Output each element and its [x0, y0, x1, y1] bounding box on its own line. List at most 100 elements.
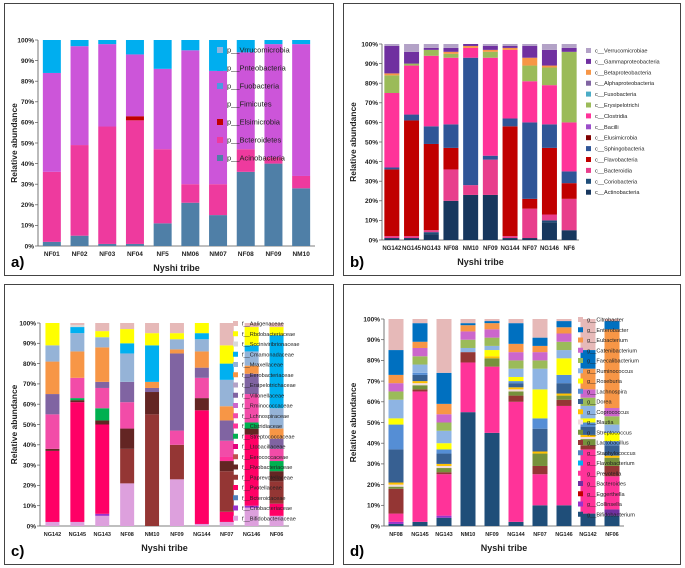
x-tick-label: NG143	[435, 532, 452, 538]
legend-swatch	[578, 450, 583, 456]
bar-segment	[541, 147, 557, 215]
bar-stack	[436, 319, 452, 526]
panel-label: c)	[11, 543, 24, 560]
bar-segment	[244, 394, 259, 423]
y-tick-label: 30%	[365, 179, 378, 186]
bar-segment	[522, 122, 538, 199]
legend-label: c__Bacilli	[595, 125, 619, 131]
bar-segment	[219, 345, 234, 364]
y-tick-label: 30%	[367, 461, 380, 468]
legend-label: g__Coprococcus	[587, 410, 629, 416]
legend-swatch	[578, 481, 583, 486]
y-tick-label: 90%	[365, 61, 378, 68]
bar-segment	[508, 389, 524, 392]
legend-swatch	[233, 413, 238, 419]
x-tick-label: NG143	[422, 246, 442, 252]
legend-swatch	[578, 511, 583, 517]
bar-segment	[70, 327, 85, 334]
bar-segment	[532, 505, 548, 526]
legend-swatch	[233, 444, 238, 449]
x-tick-label: NG145	[69, 532, 86, 538]
bar-stack	[443, 44, 459, 240]
bar-stack	[181, 40, 200, 246]
bar-segment	[436, 517, 452, 526]
bar-segment	[95, 347, 110, 382]
bar-segment	[561, 44, 577, 48]
bar-stack	[42, 40, 61, 246]
legend-label: c__Alphaproteobacteria	[595, 81, 655, 87]
legend-swatch	[578, 440, 583, 445]
x-tick-label: NF09	[483, 246, 498, 252]
legend-swatch	[578, 327, 583, 333]
legend-label: f__Streptococcaceae	[242, 434, 295, 440]
legend-swatch	[233, 392, 238, 398]
legend-label: g__Enterobacter	[587, 328, 628, 334]
legend-item: g__Coprococcus	[578, 409, 629, 416]
bar-segment	[508, 395, 524, 402]
bar-segment	[388, 418, 404, 425]
bar-stack	[484, 319, 500, 526]
bar-segment	[502, 47, 518, 50]
bar-segment	[604, 445, 620, 456]
bar-segment	[194, 333, 209, 340]
bar-segment	[181, 184, 200, 203]
legend-item: c__Bacilli	[586, 124, 619, 131]
legend-label: g__Streptococcus	[587, 430, 632, 436]
bar-segment	[556, 505, 572, 526]
bar-stack	[482, 44, 498, 240]
bar-segment	[556, 333, 572, 342]
bar-segment	[404, 44, 420, 52]
bar-segment	[98, 40, 117, 45]
bar-stack	[153, 40, 172, 246]
legend-swatch	[586, 69, 591, 75]
legend-swatch	[586, 48, 591, 53]
x-tick-label: NF04	[127, 251, 143, 258]
bar-segment	[423, 44, 439, 48]
legend-swatch	[233, 341, 238, 347]
bar-segment	[153, 223, 172, 246]
bar-segment	[70, 521, 85, 526]
bar-segment	[70, 325, 85, 328]
bar-segment	[388, 350, 404, 375]
bar-segment	[404, 63, 420, 66]
bar-segment	[153, 40, 172, 69]
legend-label: g__Bifidobacterium	[587, 512, 635, 518]
legend-swatch	[233, 485, 238, 490]
legend-swatch	[233, 423, 238, 429]
legend-item: p__Fimicutes	[217, 100, 272, 109]
legend-item: g__Prevotella	[578, 470, 622, 477]
bar-segment	[181, 202, 200, 246]
x-tick-label: NF09	[485, 532, 498, 538]
bar-segment	[404, 120, 420, 237]
legend-label: c__Betaproteobacteria	[595, 70, 652, 76]
bar-segment	[412, 356, 428, 365]
y-tick-label: 70%	[365, 100, 378, 107]
x-tick-label: NF09	[265, 251, 281, 258]
bar-segment	[219, 420, 234, 441]
legend-swatch	[586, 58, 591, 64]
legend-item: c__Verrucomicrobiae	[586, 48, 648, 55]
bar-segment	[219, 461, 234, 472]
bar-stack	[412, 319, 428, 526]
legend-swatch	[578, 378, 583, 384]
y-axis-title: Relative abundance	[348, 102, 358, 182]
legend-item: f__Lchnospiraceae	[233, 413, 289, 420]
bar-segment	[219, 379, 234, 407]
y-axis-title: Relative abundance	[348, 382, 358, 462]
bar-segment	[95, 420, 110, 425]
legend-label: g__Prevotella	[587, 471, 622, 477]
bar-segment	[412, 381, 428, 384]
bar-segment	[384, 93, 400, 168]
legend-item: f__Clstridiaceae	[233, 423, 282, 430]
bar-segment	[269, 428, 284, 439]
legend-label: f__Bifidobacteriaceae	[242, 516, 296, 522]
bar-segment	[70, 402, 85, 522]
legend-label: g__Eubacterium	[587, 338, 628, 344]
bar-segment	[181, 40, 200, 51]
bar-segment	[388, 523, 404, 526]
bar-segment	[120, 448, 135, 484]
bar-segment	[532, 389, 548, 419]
bar-segment	[436, 443, 452, 450]
bar-segment	[388, 383, 404, 392]
y-tick-label: 50%	[21, 140, 34, 147]
